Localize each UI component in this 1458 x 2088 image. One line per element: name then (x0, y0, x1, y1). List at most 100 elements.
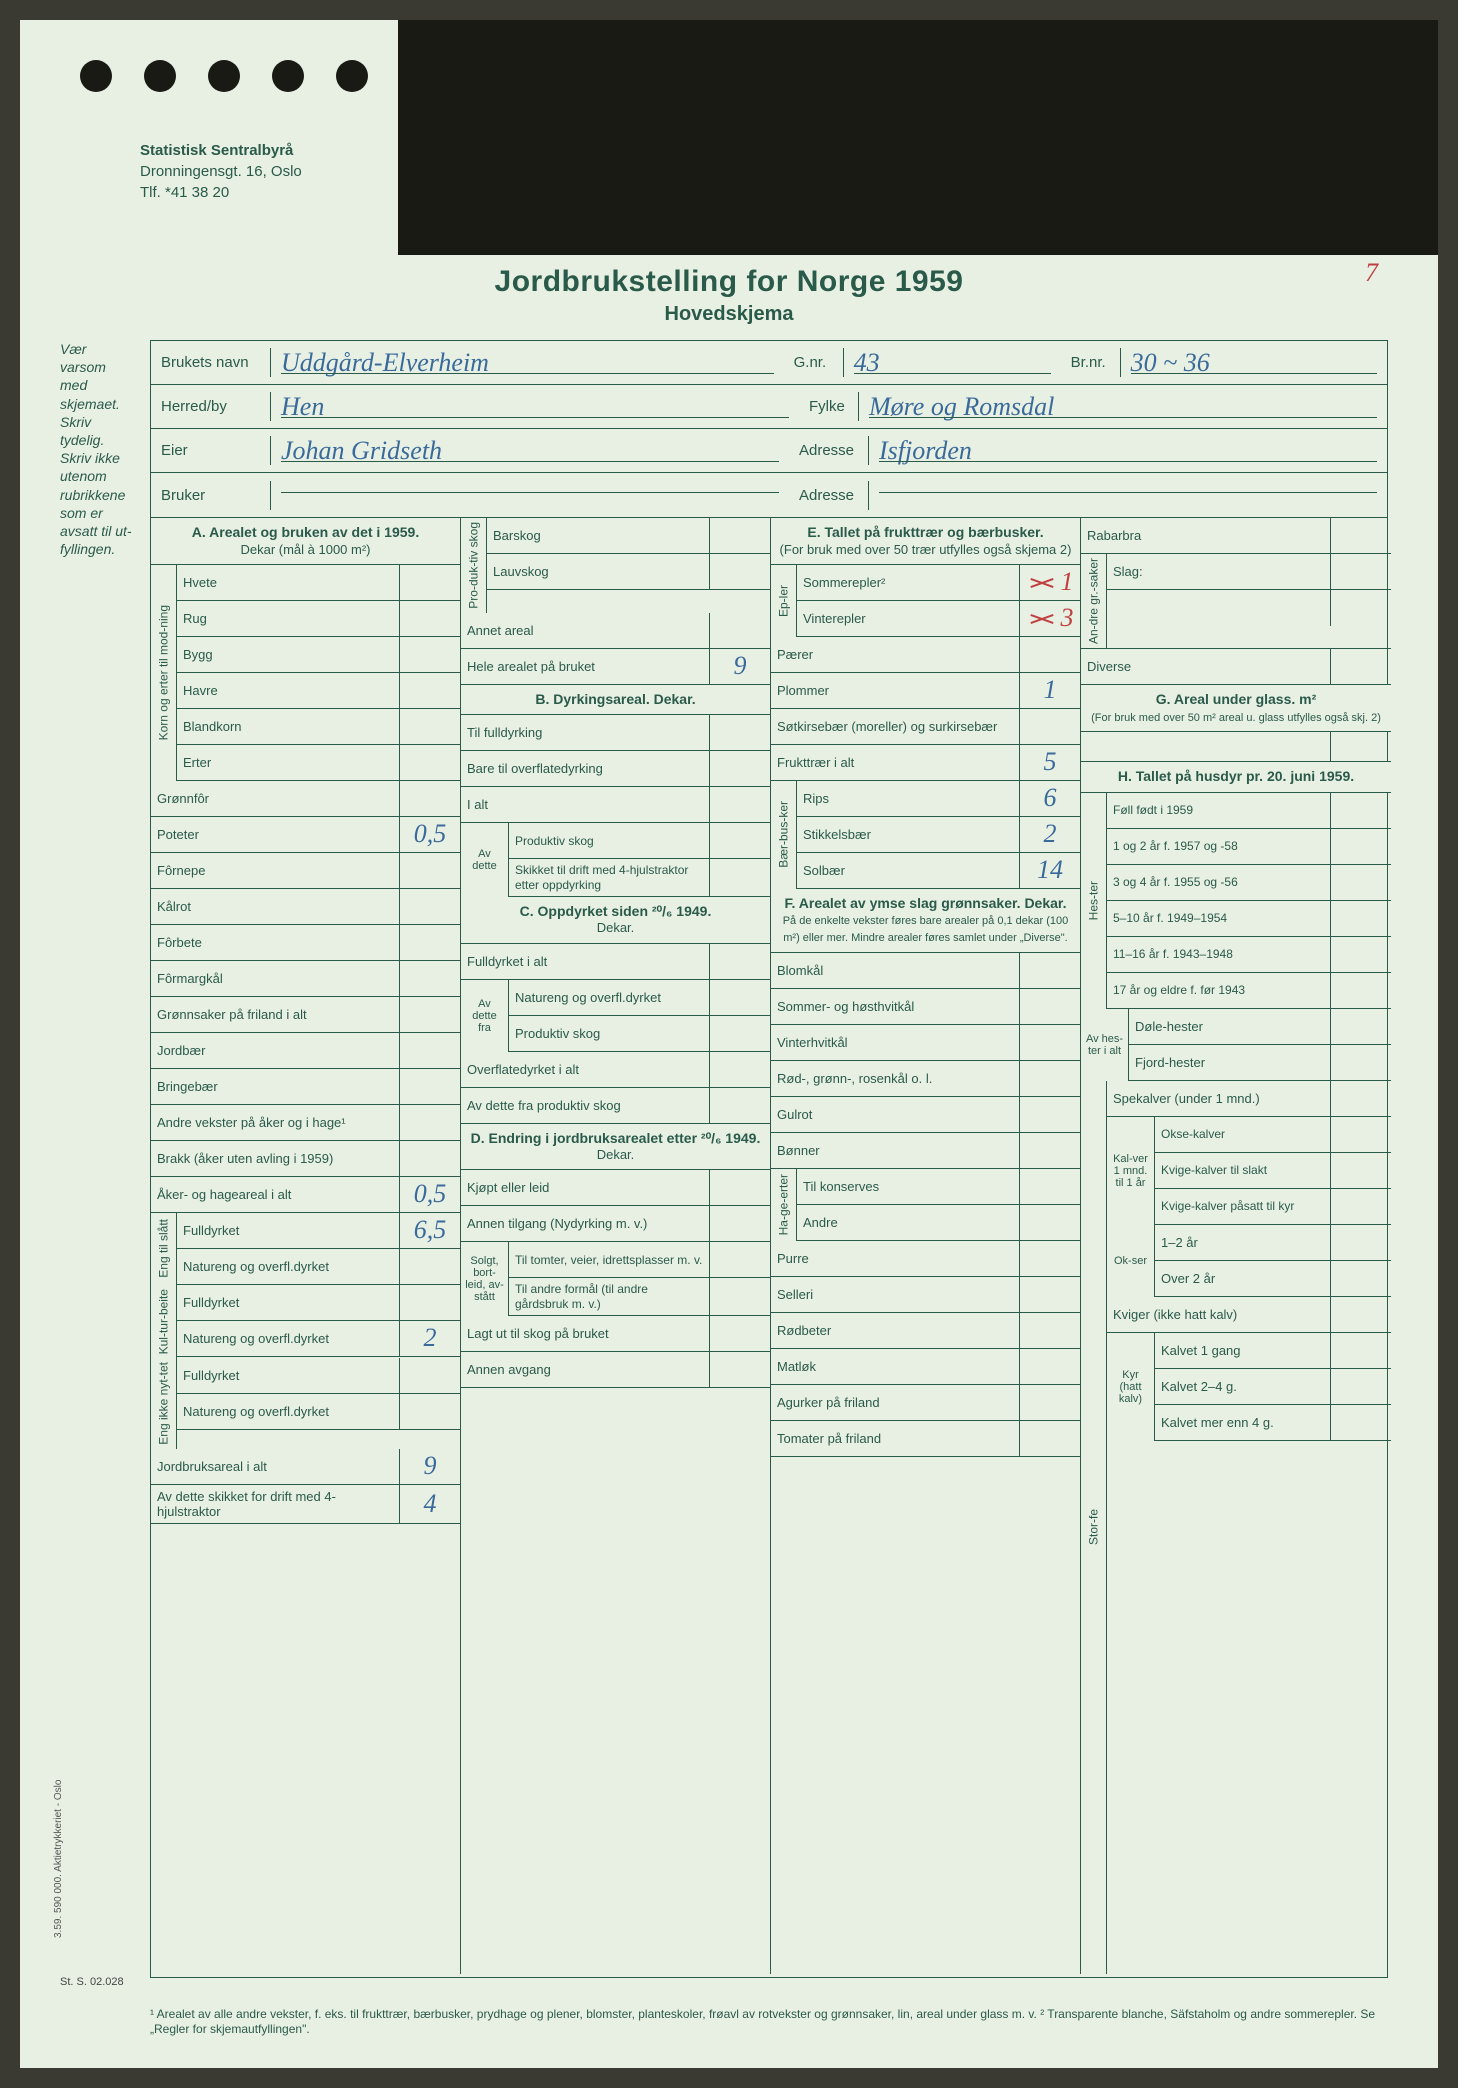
table-row: Fulldyrket6,5 (177, 1213, 460, 1249)
row-value (1020, 709, 1080, 744)
table-row: Fôrnepe (151, 853, 460, 889)
lbl-kviger: Kviger (ikke hatt kalv) (1107, 1297, 1331, 1332)
row-value (710, 1316, 770, 1351)
row-label: Til fulldyrking (461, 715, 710, 750)
kyr-sidelabel: Kyr (hatt kalv) (1107, 1333, 1155, 1441)
row-value (1331, 1261, 1391, 1296)
table-row: Til andre formål (til andre gårdsbruk m.… (509, 1278, 770, 1316)
row-value (1331, 829, 1391, 864)
table-row: Av dette fra produktiv skog (461, 1088, 770, 1124)
val-slag-2 (1331, 590, 1391, 626)
table-row: Natureng og overfl.dyrket (509, 980, 770, 1016)
table-row: Til tomter, veier, idrettsplasser m. v. (509, 1242, 770, 1278)
row-value: 4 (400, 1485, 460, 1523)
row-value (1020, 1025, 1080, 1060)
col-2: Pro-duk-tiv skog BarskogLauvskog Annet a… (461, 518, 771, 1974)
footnote: ¹ Arealet av alle andre vekster, f. eks.… (150, 2007, 1388, 2038)
lbl-herred-text: Herred/by (161, 398, 227, 415)
row-label: 1 og 2 år f. 1957 og -58 (1107, 829, 1331, 864)
avhester-sidelabel: Av hes-ter i alt (1081, 1009, 1129, 1081)
solgt-sidelabel: Solgt, bort-leid, av-stått (461, 1242, 509, 1316)
table-row: Poteter0,5 (151, 817, 460, 853)
row-value: 5 (1020, 745, 1080, 780)
col-a: A. Arealet og bruken av det i 1959. Deka… (151, 518, 461, 1974)
table-row: Agurker på friland (771, 1385, 1080, 1421)
row-label: Vinterhvitkål (771, 1025, 1020, 1060)
kalver-sidelabel: Kal-ver 1 mnd. til 1 år (1107, 1117, 1155, 1225)
row-label: Produktiv skog (509, 823, 710, 858)
page-number: 7 (1365, 260, 1378, 286)
row-label: Gulrot (771, 1097, 1020, 1132)
sec-f-title: F. Arealet av ymse slag grønnsaker. Deka… (785, 895, 1067, 911)
row-value: 1 (1020, 565, 1080, 600)
table-row: Kvige-kalver påsatt til kyr (1155, 1189, 1391, 1225)
row-value (400, 1394, 460, 1429)
val-adresse: Isfjorden (869, 434, 1387, 468)
row-label: Barskog (487, 518, 710, 553)
table-row: Produktiv skog (509, 1016, 770, 1052)
row-value (1331, 937, 1391, 972)
table-row: Kalvet 1 gang (1155, 1333, 1391, 1369)
table-row: Plommer1 (771, 673, 1080, 709)
val-g-blank (1331, 732, 1391, 761)
row-eier: Eier Johan Gridseth Adresse Isfjorden (151, 429, 1387, 473)
table-row: Fulldyrket i alt (461, 944, 770, 980)
table-row: Sommer- og høsthvitkål (771, 989, 1080, 1025)
table-row: Okse-kalver (1155, 1117, 1391, 1153)
kultur-sidelabel: Kul-tur-beite (151, 1285, 177, 1358)
table-row: Blomkål (771, 953, 1080, 989)
engikke-group: Eng ikke nyt-tet FulldyrketNatureng og o… (151, 1358, 460, 1449)
sec-e-sub: (For bruk med over 50 trær utfylles også… (780, 542, 1072, 557)
row-value (710, 787, 770, 822)
table-row: Fôrbete (151, 925, 460, 961)
lbl-brukets-navn: Brukets navn (151, 348, 271, 377)
cell-diverse: Diverse (1081, 649, 1391, 685)
row-herred: Herred/by Hen Fylke Møre og Romsdal (151, 385, 1387, 429)
prod-group: Pro-duk-tiv skog BarskogLauvskog (461, 518, 770, 613)
row-value (1020, 1385, 1080, 1420)
row-label: Kjøpt eller leid (461, 1170, 710, 1205)
row-value (400, 601, 460, 636)
row-value (1020, 1097, 1080, 1132)
table-row: Kalvet 2–4 g. (1155, 1369, 1391, 1405)
sec-a-sub: Dekar (mål à 1000 m²) (240, 542, 370, 557)
lbl-fylke: Fylke (799, 392, 859, 421)
storfe-sidelabel: Stor-fe (1081, 1081, 1107, 1974)
row-value (1331, 1117, 1391, 1152)
hw-eier: Johan Gridseth (281, 436, 442, 465)
row-value: 9 (400, 1449, 460, 1484)
row-value: 1 (1020, 673, 1080, 708)
hole (272, 60, 304, 92)
form-page: Statistisk Sentralbyrå Dronningensgt. 16… (20, 20, 1438, 2068)
sec-d-sub: Dekar. (597, 1147, 635, 1162)
row-value (400, 1141, 460, 1176)
table-row: Til fulldyrking (461, 715, 770, 751)
table-row: Tomater på friland (771, 1421, 1080, 1457)
sec-d-title: D. Endring i jordbruksarealet etter ²⁰/₆… (471, 1130, 761, 1146)
row-label: Overflatedyrket i alt (461, 1052, 710, 1087)
row-label: Fjord-hester (1129, 1045, 1331, 1080)
org-address: Dronningensgt. 16, Oslo (140, 161, 302, 182)
solgt-group: Solgt, bort-leid, av-stått Til tomter, v… (461, 1242, 770, 1316)
avdette-sidelabel: Av dette (461, 823, 509, 897)
table-row: Erter (177, 745, 460, 781)
table-row: Kvige-kalver til slakt (1155, 1153, 1391, 1189)
table-row: Barskog (487, 518, 770, 554)
row-label: Fôrbete (151, 925, 400, 960)
row-label: 11–16 år f. 1943–1948 (1107, 937, 1331, 972)
eng-group: Eng til slått Fulldyrket6,5Natureng og o… (151, 1213, 460, 1285)
row-label: Pærer (771, 637, 1020, 672)
row-value (400, 637, 460, 672)
row-value (400, 1105, 460, 1140)
val-spekalver (1331, 1081, 1391, 1116)
row-label: Til konserves (797, 1169, 1020, 1204)
sec-e-title: E. Tallet på frukttrær og bærbusker. (807, 524, 1043, 540)
row-label: Søtkirsebær (moreller) og surkirsebær (771, 709, 1020, 744)
row-value (1020, 1241, 1080, 1276)
vertical-print-info: 3.59. 590 000. Aktietrykkeriet - Oslo (53, 1780, 64, 1938)
row-label: Grønnfôr (151, 781, 400, 816)
row-label: Vinterepler (797, 601, 1020, 636)
hole (336, 60, 368, 92)
row-label: Andre vekster på åker og i hage¹ (151, 1105, 400, 1140)
sec-b-title: B. Dyrkingsareal. Dekar. (535, 691, 695, 707)
